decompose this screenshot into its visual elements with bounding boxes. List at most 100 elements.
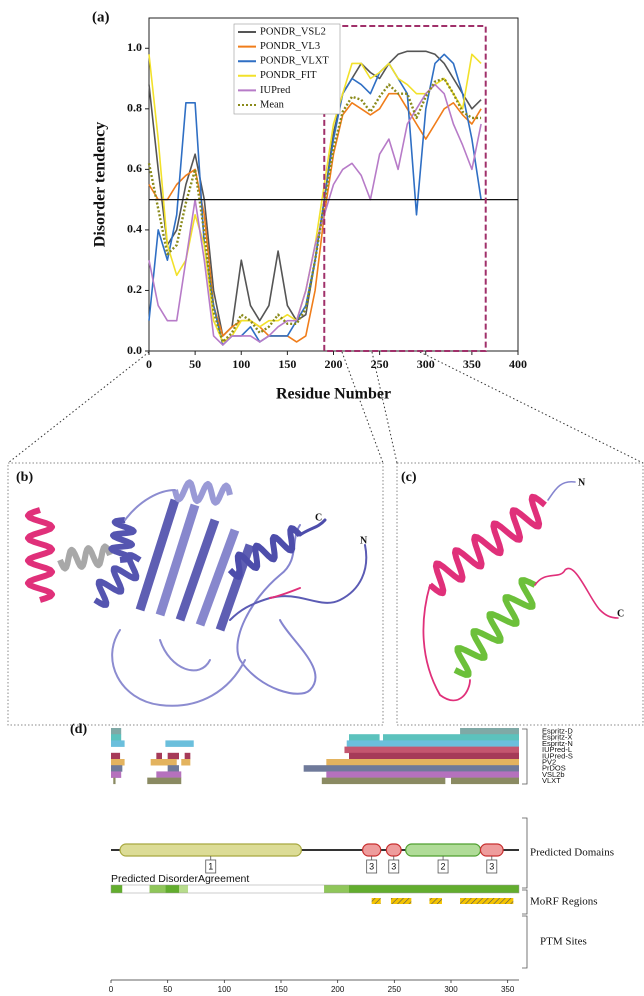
domain xyxy=(385,843,402,857)
coil xyxy=(159,639,211,672)
legend-label: PONDR_FIT xyxy=(260,70,317,81)
predictor-segment xyxy=(156,771,182,778)
x-tick-label: 250 xyxy=(388,985,402,994)
predictor-segment xyxy=(326,771,519,778)
predictor-segment xyxy=(344,746,519,754)
y-tick-label: 0.6 xyxy=(127,161,142,175)
domain xyxy=(405,843,482,857)
x-tick-label: 150 xyxy=(274,985,288,994)
helix xyxy=(108,517,137,563)
strand xyxy=(195,528,240,627)
predictor-segment xyxy=(111,752,121,760)
x-tick-label: 100 xyxy=(232,357,250,371)
morf-region xyxy=(371,898,381,904)
agreement-segment xyxy=(122,885,150,893)
predictor-segment xyxy=(383,734,519,741)
x-tick-label: 0 xyxy=(109,985,114,994)
predictor-segment xyxy=(326,759,519,766)
domain-label: 2 xyxy=(441,861,446,871)
coil xyxy=(236,524,317,695)
predictor-segment xyxy=(111,771,122,778)
legend-box xyxy=(233,23,341,115)
domain-label-box xyxy=(205,859,217,874)
series-line xyxy=(148,92,482,343)
bracket xyxy=(522,728,528,785)
strand xyxy=(155,503,200,617)
x-tick-label: 250 xyxy=(371,357,389,371)
morf-region xyxy=(390,898,412,904)
predictor-segment xyxy=(167,765,179,772)
predictor-segment xyxy=(346,740,519,747)
predictor-segment xyxy=(349,734,380,741)
y-axis-title: Disorder tendency xyxy=(92,122,109,247)
panel-label: (c) xyxy=(401,470,417,485)
x-tick-label: 200 xyxy=(331,985,345,994)
predictor-segment xyxy=(111,765,123,772)
domain xyxy=(479,843,504,857)
predictor-segment xyxy=(167,752,179,760)
predictor-segment xyxy=(111,734,122,741)
domain xyxy=(362,843,382,857)
y-tick-label: 0.0 xyxy=(127,343,142,357)
predictor-segment xyxy=(156,752,162,760)
panel-label: (a) xyxy=(92,9,110,25)
panel-label: (d) xyxy=(70,722,87,737)
series-line xyxy=(148,83,482,346)
coil xyxy=(534,567,619,619)
domain xyxy=(119,843,302,857)
panel-frame xyxy=(396,462,644,726)
predictor-name: PV2 xyxy=(542,757,556,766)
predictor-segment xyxy=(460,728,519,735)
y-tick-label: 1.0 xyxy=(127,40,142,54)
y-tick-label: 0.8 xyxy=(127,101,142,115)
legend-label: Mean xyxy=(260,99,285,110)
x-tick-label: 350 xyxy=(501,985,515,994)
domain-label: 1 xyxy=(208,861,213,871)
predictor-name: Espritz-D xyxy=(542,726,573,735)
terminus-label: N xyxy=(578,477,586,488)
coil xyxy=(124,489,176,521)
predictor-segment xyxy=(111,759,125,766)
morf-region xyxy=(429,898,442,904)
strand xyxy=(175,518,220,622)
predictor-segment xyxy=(111,740,125,747)
agreement-frame xyxy=(110,884,520,894)
predictor-segment xyxy=(321,777,446,785)
track-label: Predicted Domains xyxy=(530,847,614,859)
track-label: MoRF Regions xyxy=(530,896,598,908)
x-tick-label: 400 xyxy=(509,357,527,371)
terminus-label: N xyxy=(360,535,368,546)
agreement-segment xyxy=(324,885,349,893)
predictor-segment xyxy=(113,777,116,785)
predictor-segment xyxy=(349,752,519,760)
y-tick-label: 0.4 xyxy=(127,222,142,236)
domain-label-box xyxy=(366,859,378,874)
predictor-name: IUPred-S xyxy=(542,751,573,760)
helix xyxy=(57,543,113,572)
helix xyxy=(428,493,547,597)
legend-label: IUPred xyxy=(260,85,291,96)
x-tick-label: 300 xyxy=(417,357,435,371)
zoom-lines xyxy=(7,351,644,464)
coil xyxy=(111,629,246,707)
x-tick-label: 0 xyxy=(146,357,152,371)
coil xyxy=(547,480,576,501)
terminus-label: C xyxy=(315,512,322,523)
coil xyxy=(422,584,471,702)
agreement-title: Predicted DisorderAgreement xyxy=(111,873,249,885)
agreement-segment xyxy=(111,885,123,893)
predictor-name: IUPred-L xyxy=(542,745,572,754)
x-tick-label: 100 xyxy=(218,985,232,994)
series-line xyxy=(147,77,482,344)
predictor-name: Espritz-N xyxy=(542,739,573,748)
domain-label-box xyxy=(437,859,449,874)
legend-label: PONDR_VSL2 xyxy=(260,26,326,37)
helix xyxy=(227,525,303,580)
panel-label: (b) xyxy=(16,470,33,485)
helix xyxy=(172,479,233,506)
legend-label: PONDR_VL3 xyxy=(260,41,320,52)
x-tick-label: 200 xyxy=(325,357,343,371)
bracket xyxy=(522,889,528,915)
x-tick-label: 50 xyxy=(189,357,201,371)
domain-label-box xyxy=(486,859,498,874)
